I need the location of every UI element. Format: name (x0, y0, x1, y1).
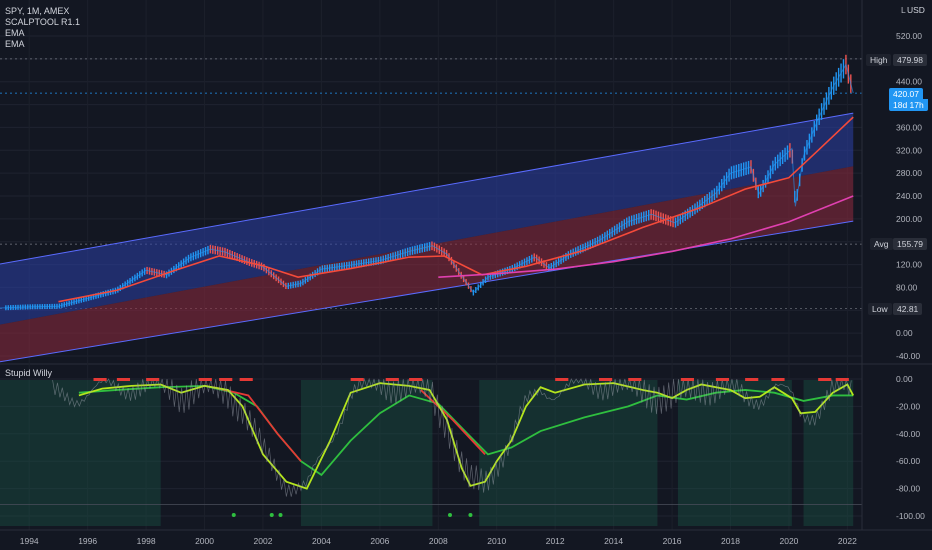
time-tick-label: 2010 (487, 536, 506, 546)
symbol-line[interactable]: SPY, 1M, AMEX (5, 6, 70, 16)
indicator-scalptool[interactable]: SCALPTOOL R1.1 (5, 17, 81, 27)
price-tick-label: 320.00 (896, 145, 922, 155)
osc-tick-label: -60.00 (896, 456, 920, 466)
osc-tick-label: -20.00 (896, 401, 920, 411)
osc-buy-dot (269, 513, 274, 517)
osc-signal-marker (599, 378, 613, 381)
osc-tick-label: -80.00 (896, 484, 920, 494)
osc-signal-marker (116, 378, 131, 381)
osc-signal-marker (818, 378, 832, 381)
time-tick-label: 2000 (195, 536, 214, 546)
time-tick-label: 2012 (546, 536, 565, 546)
channel-upper-band (0, 113, 854, 325)
regression-channel (0, 112, 854, 363)
ema-fast-line (58, 116, 854, 303)
price-tick-label: 0.00 (896, 328, 913, 338)
price-tick-label: 360.00 (896, 122, 922, 132)
countdown-tag: 18d 17h (889, 99, 928, 111)
avg-label: Avg (870, 238, 893, 250)
ema-slow-line (438, 195, 854, 278)
indicator-ema-1[interactable]: EMA (5, 28, 25, 38)
osc-slow-line (78, 384, 854, 477)
indicator-ema-2[interactable]: EMA (5, 39, 25, 49)
osc-signal-marker (198, 378, 212, 381)
osc-buy-dot (278, 513, 283, 517)
price-tick-label: 200.00 (896, 214, 922, 224)
price-tick-label: 120.00 (896, 260, 922, 270)
osc-signal-marker (93, 378, 107, 381)
price-tick-label: 80.00 (896, 282, 918, 292)
time-tick-label: 1998 (137, 536, 156, 546)
price-tick-label: 240.00 (896, 191, 922, 201)
channel-bottom-line (0, 220, 854, 363)
osc-buy-dot (468, 513, 473, 517)
osc-buy-dot (231, 513, 236, 517)
osc-buy-dot (447, 513, 452, 517)
high-value: 479.98 (893, 54, 927, 66)
currency-label[interactable]: USD (907, 5, 925, 15)
osc-signal-marker (350, 378, 364, 381)
price-tick-label: 520.00 (896, 31, 922, 41)
time-tick-label: 2014 (604, 536, 623, 546)
osc-signal-marker (239, 378, 253, 381)
channel-lower-band (0, 166, 854, 362)
osc-signal-marker (385, 378, 399, 381)
osc-signal-marker (835, 378, 849, 381)
time-tick-label: 2002 (254, 536, 273, 546)
osc-zone (677, 380, 792, 526)
channel-top-line (0, 112, 854, 265)
time-tick-label: 2018 (721, 536, 740, 546)
time-tick-label: 2006 (370, 536, 389, 546)
osc-tick-label: 0.00 (896, 374, 913, 384)
osc-zone (479, 380, 658, 526)
osc-signal-marker (409, 378, 423, 381)
time-tick-label: 1996 (78, 536, 97, 546)
osc-signal-marker (146, 378, 160, 381)
price-tick-label: 280.00 (896, 168, 922, 178)
time-tick-label: 1994 (20, 536, 39, 546)
osc-zone (0, 380, 161, 526)
price-tick-label: 440.00 (896, 77, 922, 87)
time-tick-label: 2020 (779, 536, 798, 546)
osc-zone (803, 380, 854, 526)
price-line (0, 63, 854, 309)
osc-tick-label: -40.00 (896, 429, 920, 439)
price-tick-label: -40.00 (896, 351, 920, 361)
oscillator-pane (0, 377, 862, 526)
osc-red-line-2 (420, 389, 486, 455)
osc-raw-line (52, 377, 852, 497)
osc-tick-label: -100.00 (896, 511, 925, 521)
last-price-tag: 420.07 (889, 88, 923, 100)
symbol-legend[interactable]: SPY, 1M, AMEX SCALPTOOL R1.1 EMA EMA (5, 6, 80, 50)
price-series (0, 54, 854, 311)
osc-signal-marker (771, 378, 785, 381)
time-tick-label: 2016 (663, 536, 682, 546)
time-tick-label: 2008 (429, 536, 448, 546)
osc-signal-marker (555, 378, 569, 381)
osc-signal-marker (628, 378, 642, 381)
osc-red-line-1 (213, 386, 302, 462)
osc-fast-line (78, 382, 855, 490)
low-label: Low (868, 303, 892, 315)
time-tick-label: 2004 (312, 536, 331, 546)
osc-signal-marker (219, 378, 233, 381)
osc-zone (300, 380, 433, 526)
avg-value: 155.79 (893, 238, 927, 250)
osc-signal-marker (680, 378, 694, 381)
oscillator-title[interactable]: Stupid Willy (5, 368, 53, 378)
osc-signal-marker (715, 378, 730, 381)
high-label: High (866, 54, 892, 66)
time-tick-label: 2022 (838, 536, 857, 546)
low-value: 42.81 (893, 303, 923, 315)
osc-signal-marker (745, 378, 759, 381)
log-scale-button[interactable]: L (901, 5, 906, 15)
